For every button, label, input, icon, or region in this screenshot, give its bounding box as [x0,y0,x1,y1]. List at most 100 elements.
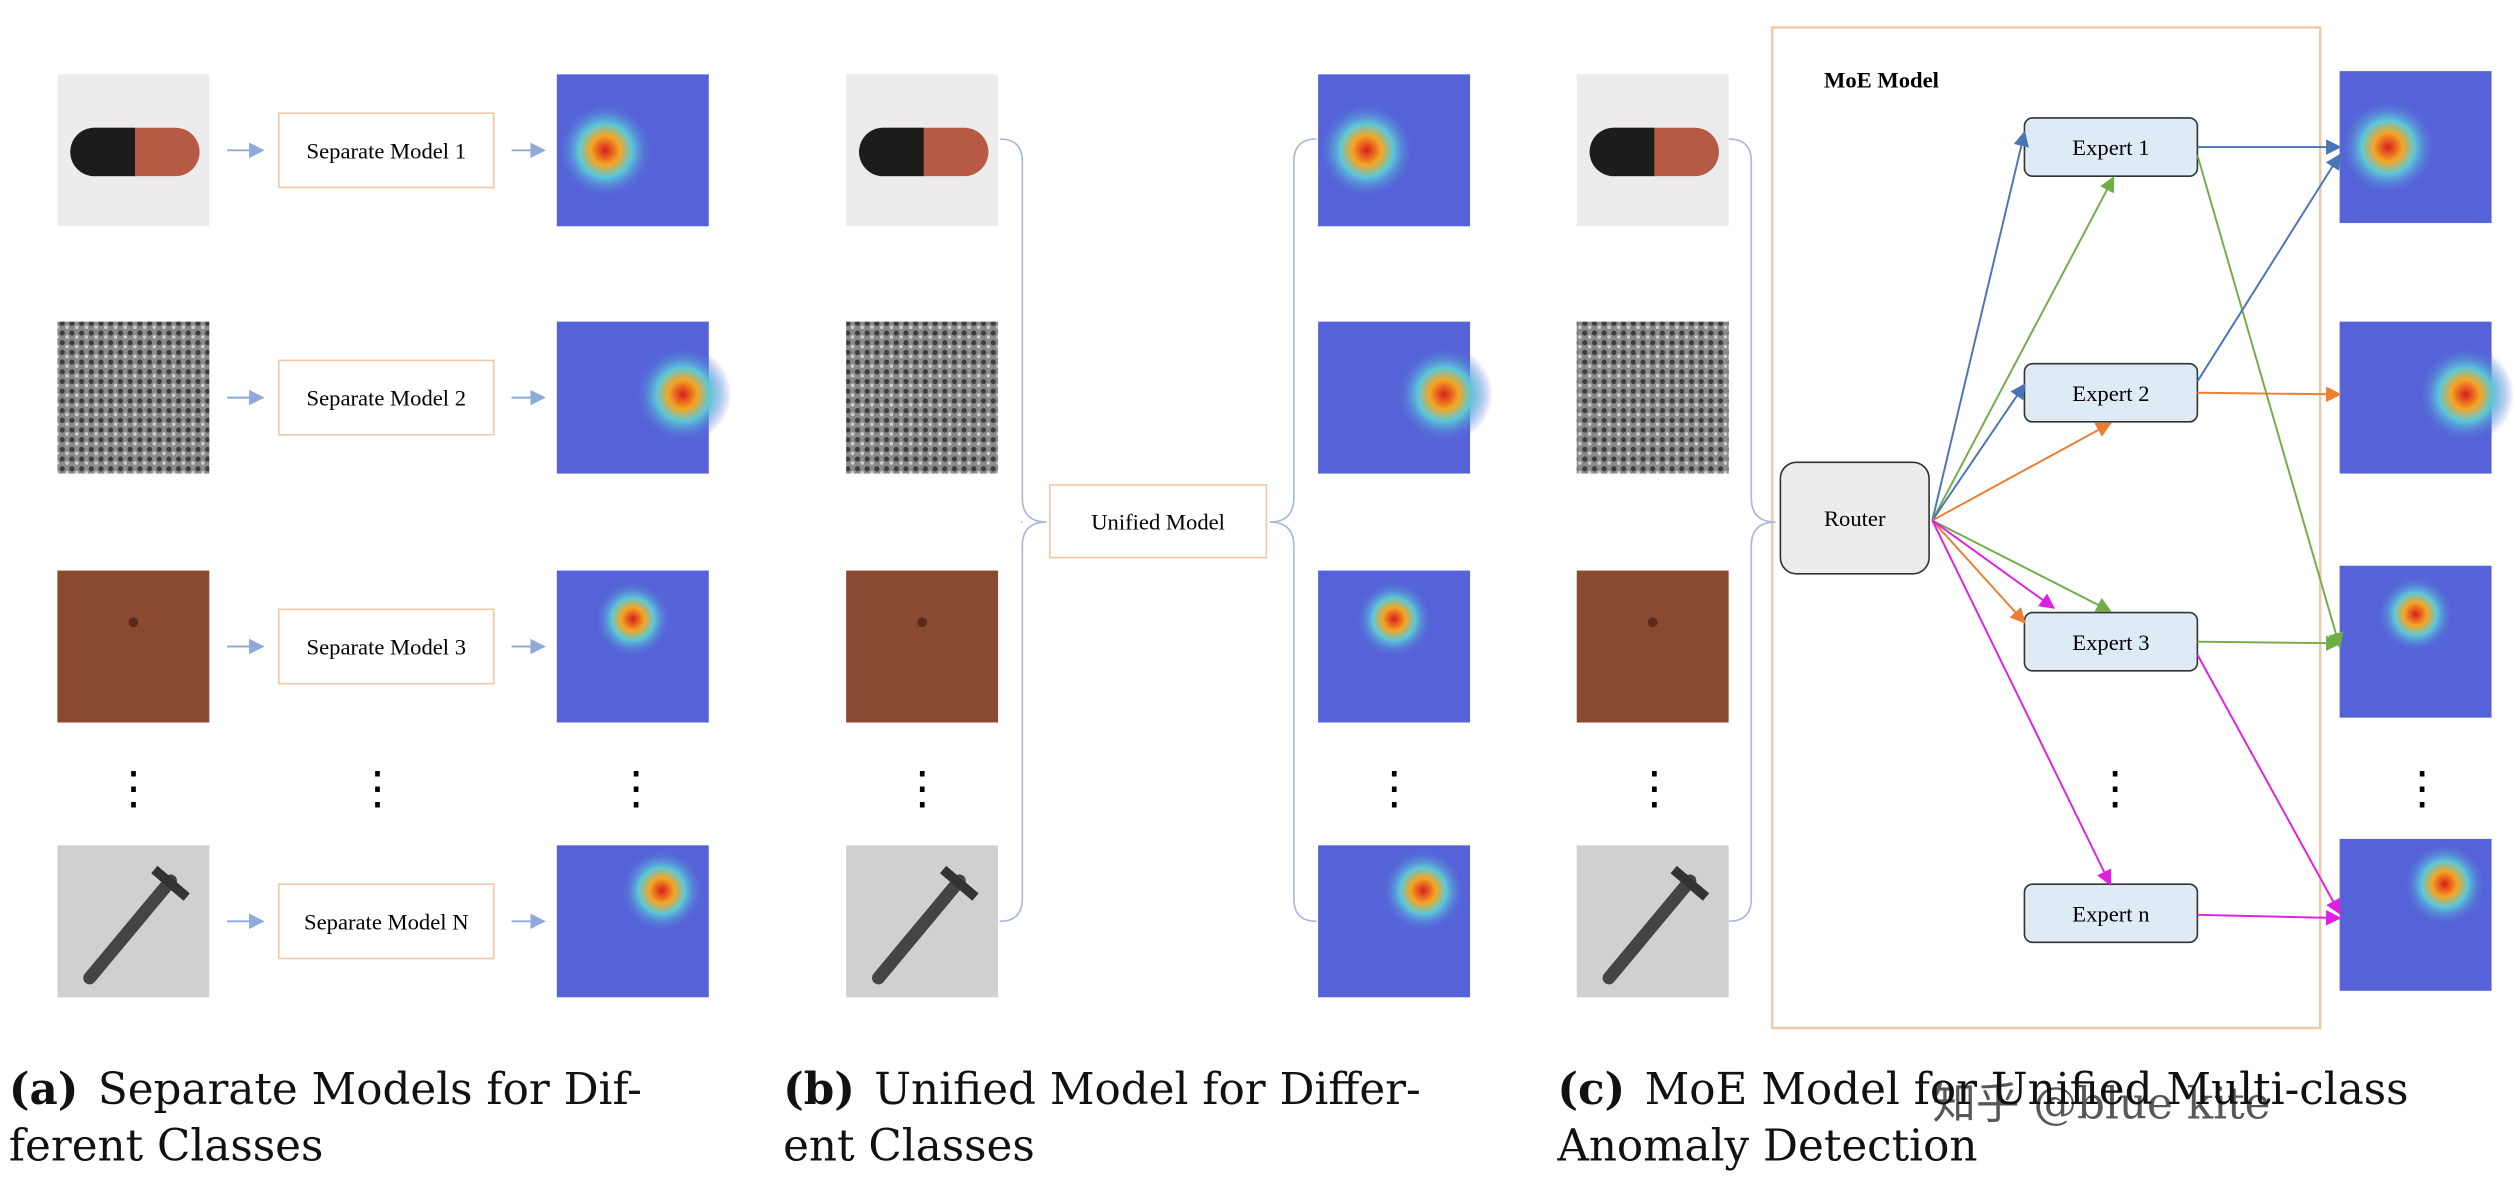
screw [872,874,966,985]
capsule-cap [1589,127,1655,177]
box-label: Separate Model N [304,909,469,934]
box-label: Expert 3 [2072,630,2149,655]
input-image [57,570,210,723]
box [278,359,495,436]
arrow [2196,154,2344,649]
heat-spot [556,101,654,199]
caption: Anomaly Detection [1556,1121,1977,1172]
arrow [2196,153,2341,382]
caption-text: Unified Model for Differ- [874,1064,1420,1115]
texture [1576,321,1729,474]
arrow [2197,910,2342,926]
heatmap [2339,321,2515,474]
heatmap [2339,71,2492,224]
box [1048,484,1268,559]
ellipsis: ⋮ [1371,763,1416,813]
caption: ent Classes [783,1121,1035,1172]
defect [1647,617,1658,628]
arrow [1931,383,2026,522]
input-image [1576,845,1729,998]
heat-spot [2376,575,2455,653]
ellipsis: ⋮ [613,763,658,813]
ellipsis: ⋮ [111,763,156,813]
heat-spot [1381,848,1466,933]
watermark: 知乎 @blue kite [1932,1078,2270,1129]
box [278,883,495,960]
heat-spot [1318,101,1416,199]
bracket [999,138,1047,923]
input-image [57,321,210,474]
heatmap [556,74,709,227]
heatmap [556,570,709,723]
arrow [1931,519,2056,609]
ellipsis: ⋮ [355,763,400,813]
heat-spot [1355,580,1433,658]
arrow [1931,519,2112,612]
caption-text: MoE Model for Unified Multi-class [1645,1064,2409,1115]
heat-spot [634,345,732,443]
box [278,608,495,685]
leather [1576,570,1729,723]
caption: (a) Separate Models for Dif- [9,1064,642,1115]
bracket [1728,138,1776,923]
input-image [57,74,210,227]
box-label: Router [1824,506,1886,531]
arrow [1931,520,2112,886]
arrow [1931,176,2115,521]
box-label: Expert 1 [2072,135,2149,160]
heatmap [1318,321,1493,474]
box-label: Expert n [2072,901,2149,926]
defect [128,617,139,628]
arrow [2197,386,2342,402]
input-image [846,74,999,227]
screw [1602,874,1697,985]
heatmap [2339,565,2492,718]
box-label: Expert 2 [2072,381,2149,406]
heat-spot [2402,842,2487,927]
input-image [846,321,999,474]
defect [917,617,927,628]
screw-head [1670,865,1710,901]
bracket [1269,138,1317,923]
box-label: Unified Model [1091,509,1225,534]
heatmap [2339,838,2492,991]
leather [846,570,999,723]
box-label: Separate Model 1 [307,138,466,163]
box-label: Separate Model 3 [307,635,466,660]
arrow [1931,422,2112,522]
box [278,112,495,189]
screw-head [151,865,190,901]
caption-label: (a) [9,1064,79,1115]
arrow [1931,130,2029,521]
heat-spot [2339,98,2437,196]
arrow [2196,654,2341,915]
box-label: Separate Model 2 [307,386,466,411]
texture [846,321,999,474]
box [1779,461,1930,575]
screw [83,874,177,985]
ellipsis: ⋮ [899,763,944,813]
ellipsis: ⋮ [1632,763,1677,813]
caption: (b) Unified Model for Differ- [783,1064,1421,1115]
heat-spot [593,580,672,658]
heatmap [1318,74,1471,227]
arrow [2197,635,2342,651]
input-image [57,845,210,998]
input-image [846,845,999,998]
caption: ferent Classes [9,1121,323,1172]
arrow [1931,519,2026,624]
texture [57,321,210,474]
capsule-cap [859,127,924,177]
screw-head [939,865,979,901]
capsule-cap [70,127,135,177]
caption-label: (b) [783,1064,855,1115]
heatmap [1318,845,1471,998]
caption-text: Separate Models for Dif- [98,1064,642,1115]
caption: (c) MoE Model for Unified Multi-class [1557,1064,2408,1115]
heat-spot [1395,345,1493,443]
input-image [846,570,999,723]
input-image [1576,74,1729,227]
heat-spot [619,848,704,933]
heatmap [556,321,732,474]
